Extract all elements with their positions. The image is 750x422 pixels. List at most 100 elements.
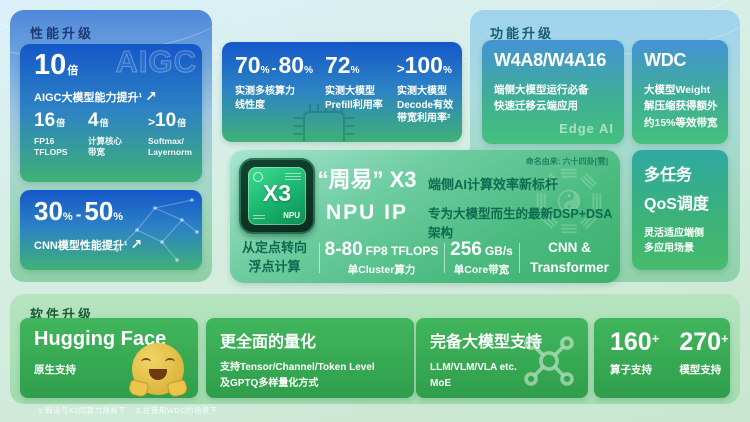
stat-plus: + [721,331,729,346]
card-description: 原生支持 [34,364,76,376]
measured-stat: >100% 实测大模型 Decode有效 带宽利用率² [397,52,461,126]
count-stat: 270+ 模型支持 [679,328,728,377]
mini-stat: >10倍 Softmax/ Layernorm [148,110,202,158]
cnn-stat-label: CNN模型性能提升¹ ↗ [34,236,142,253]
up-right-arrow-icon: ↗ [130,236,143,252]
card-description: 端侧大模型运行必备 快速迁移云端应用 [494,84,589,113]
chip-type-label: NPU [283,211,300,220]
divider [518,243,520,273]
performance-section: 性能升级 AIGC 10倍 AIGC大模型能力提升¹ ↗ 16倍 FP16 TF… [0,0,235,282]
npu-stats-row: 从定点转向 浮点计算 8-80 FP8 TFLOPS 单Cluster算力 256… [230,236,620,280]
mini-stat: 16倍 FP16 TFLOPS [34,110,88,158]
stat-unit: % [260,65,270,76]
features-section-title: 功能升级 [490,26,555,41]
product-name: “周易” X3 [317,167,417,192]
stat-unit: % [442,65,452,76]
cnn-stat: 30% -50% [34,196,123,227]
stat-value: 8-80 [324,239,363,260]
molecule-icon [524,336,574,386]
stat-value: 70 [235,52,261,78]
stat-dash: - [271,60,277,77]
stat-label-text: CNN模型性能提升¹ [34,239,128,252]
counts-row: 160 + 算子支持 270+ 模型支持 [610,328,729,377]
measured-stat: 72% 实测大模型 Prefill利用率 [325,52,397,126]
card-description: 支持Tensor/Channel/Token Level 及GPTQ多样量化方式 [220,362,375,389]
npu-stat-architectures: CNN & Transformer [520,238,620,277]
model-support-card: 完备大模型支持 LLM/VLM/VLA etc. MoE [416,318,588,398]
stat-value: 256 [450,239,482,260]
aigc-big-stat: 10倍 [34,49,78,82]
stat-value: 16 [34,110,56,131]
stat-text: 从定点转向 浮点计算 [241,240,307,274]
npu-hero-card: 命名由来: 六十四卦[需] X3 NP [230,150,620,283]
network-decoration [115,198,199,262]
bagua-icon [536,168,602,234]
stat-value: 30 [34,196,63,226]
chip-microtext-decoration [253,215,265,219]
card-title: 更全面的量化 [220,334,317,351]
stat-value: 100 [404,52,443,78]
aigc-mini-stats: 16倍 FP16 TFLOPS 4倍 计算核心 带宽 >10倍 Softmax/… [34,110,202,158]
chip-model-label: X3 [262,180,292,206]
npu-tagline-1: 端侧AI计算效率新标杆 [428,177,559,192]
stat-value: 10 [155,110,177,131]
cnn-uplift-card: 30% -50% CNN模型性能提升¹ ↗ [20,190,202,270]
stat-label: Softmax/ Layernorm [148,136,192,158]
emoji-mouth [149,369,167,380]
product-type: NPU IP [325,201,408,224]
chip-decoration [294,104,354,142]
stat-value: 10 [34,49,67,81]
measured-performance-card: 70% -80% 实测多核算力 线性度 72% 实测大模型 Prefill利用率 … [222,42,462,142]
emoji-eye [165,358,175,366]
stat-unit: 倍 [56,118,66,128]
edge-ai-badge: Edge AI [559,121,614,136]
stat-unit: 倍 [177,118,187,128]
aigc-uplift-card: AIGC 10倍 AIGC大模型能力提升¹ ↗ 16倍 FP16 TFLOPS … [20,44,202,182]
w4a8-card: W4A8/W4A16 端侧大模型运行必备 快速迁移云端应用 Edge AI [482,40,624,144]
qos-card: 多任务 QoS调度 灵活适应端侧 多应用场景 [632,150,728,270]
hugging-face-emoji [127,343,189,398]
stat-value: 160 [610,328,652,356]
chip-logo-dot [253,172,263,182]
support-counts-card: 160 + 算子支持 270+ 模型支持 [594,318,730,398]
performance-section-title: 性能升级 [30,26,95,41]
chip-die: X3 NPU [248,167,306,225]
card-title: 多任务 QoS调度 [644,167,709,213]
card-title: W4A8/W4A16 [494,50,607,70]
card-title: WDC [644,50,687,70]
footnote: 1.假设与X2同算力规格下 2.在使用WDC的场景下 [38,406,218,415]
stat-label: 实测大模型 Prefill利用率 [325,86,383,111]
quantization-card: 更全面的量化 支持Tensor/Channel/Token Level 及GPT… [206,318,414,398]
emoji-hand [127,378,150,398]
stat-label: 计算核心 带宽 [88,136,123,158]
stat-text: CNN & Transformer [530,240,609,275]
stat-unit: % [350,65,360,76]
stat-label-text: AIGC大模型能力提升¹ [34,91,143,104]
stat-value: 4 [88,110,99,131]
stat-label: 模型支持 [679,364,722,376]
stat-unit: % [113,211,124,223]
divider [443,243,445,273]
stat-label: FP16 TFLOPS [34,136,68,158]
card-title: Hugging Face [34,328,167,350]
npu-stat-precision: 从定点转向 浮点计算 [231,239,319,277]
stat-value: 50 [84,196,114,226]
card-description: LLM/VLM/VLA etc. MoE [430,362,517,389]
npu-chip-icon: X3 NPU [239,158,315,234]
chip-microtext-decoration [285,173,301,180]
stat-suffix: FP8 TFLOPS [365,244,439,258]
card-title: 完备大模型支持 [430,334,543,351]
measured-stats: 70% -80% 实测多核算力 线性度 72% 实测大模型 Prefill利用率 … [235,52,461,126]
stat-value: 80 [278,52,305,78]
stat-unit: % [62,211,73,223]
up-right-arrow-icon: ↗ [145,88,157,104]
name-origin-note: 命名由来: 六十四卦[需] [525,157,608,166]
emoji-hand [166,378,189,398]
stat-unit: % [304,65,313,76]
emoji-eye [141,358,151,366]
software-section: 软件升级 Hugging Face 原生支持 更全面的量化 支持Tensor/C… [10,294,740,404]
stat-label: 算子支持 [610,364,652,376]
card-description: 大模型Weight 解压缩获得额外 约15%等效带宽 [644,84,718,129]
stat-value: 270 [679,328,722,356]
